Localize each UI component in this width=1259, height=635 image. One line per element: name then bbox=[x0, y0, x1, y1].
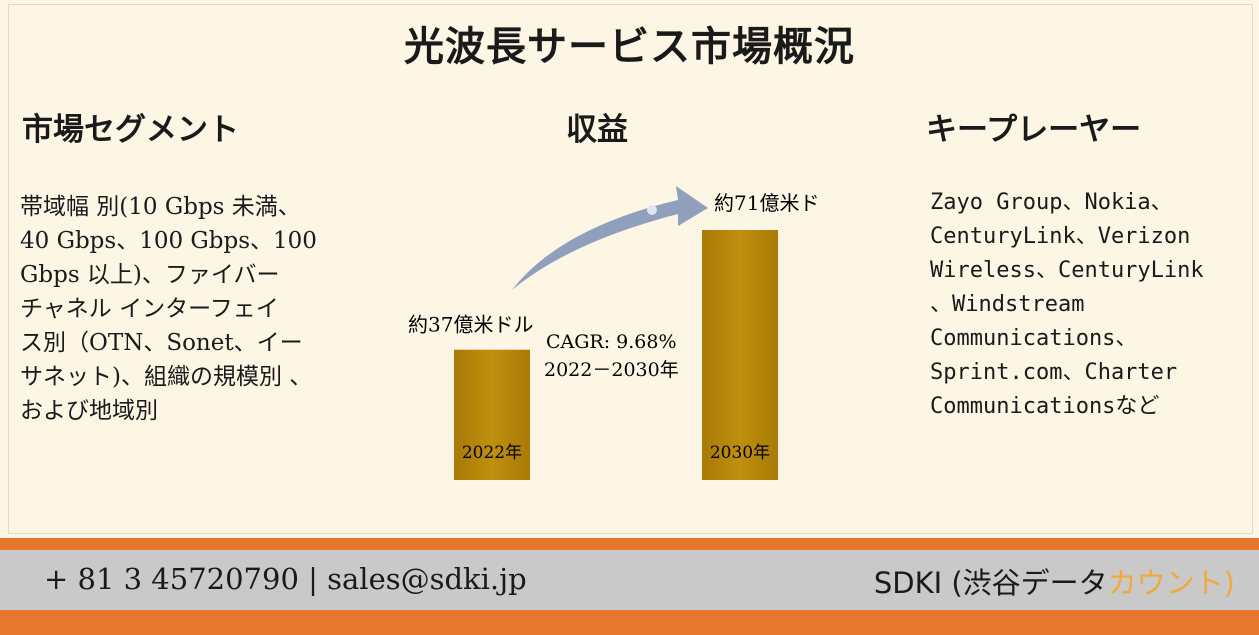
footer bbox=[0, 550, 1259, 610]
bar-category-label: 2030年 bbox=[710, 443, 770, 463]
footer-accent-bar-top bbox=[0, 538, 1259, 550]
bar-category-label: 2022年 bbox=[462, 443, 522, 463]
cagr-period-text: 2022－2030年 bbox=[544, 359, 679, 381]
segments-text: 帯域幅 別(10 Gbps 未満、 40 Gbps、100 Gbps、100 G… bbox=[20, 194, 317, 424]
bar-2022年 bbox=[454, 349, 530, 480]
growth-arrow bbox=[512, 186, 708, 290]
contact-info: + 81 3 45720790 | sales@sdki.jp bbox=[44, 562, 527, 596]
bar-value-label: 約37億米ドル bbox=[408, 313, 533, 337]
arrow-highlight-dot bbox=[647, 205, 657, 215]
main-panel bbox=[8, 4, 1253, 534]
segments-heading: 市場セグメント bbox=[22, 112, 239, 148]
bar-value-label: 約71億米ドル bbox=[714, 191, 820, 215]
revenue-heading: 収益 bbox=[566, 112, 628, 148]
revenue-chart: 2022年 約37億米ドル 2030年 約71億米ドル CAGR: 9.68% 202… bbox=[408, 186, 820, 480]
players-heading: キープレーヤー bbox=[926, 112, 1142, 148]
page-title: 光波長サービス市場概況 bbox=[404, 23, 855, 70]
brand-name: SDKI (渋谷データカウント) bbox=[874, 560, 1235, 602]
brand-main-text: SDKI (渋谷データ bbox=[873, 566, 1108, 600]
footer-accent-bar-bottom bbox=[0, 610, 1259, 635]
brand-accent-text: カウント) bbox=[1107, 566, 1235, 600]
players-text: Zayo Group、Nokia、 CenturyLink、Verizon Wi… bbox=[930, 190, 1204, 419]
cagr-text: CAGR: 9.68% bbox=[546, 331, 677, 353]
bar-2030年 bbox=[702, 230, 778, 480]
